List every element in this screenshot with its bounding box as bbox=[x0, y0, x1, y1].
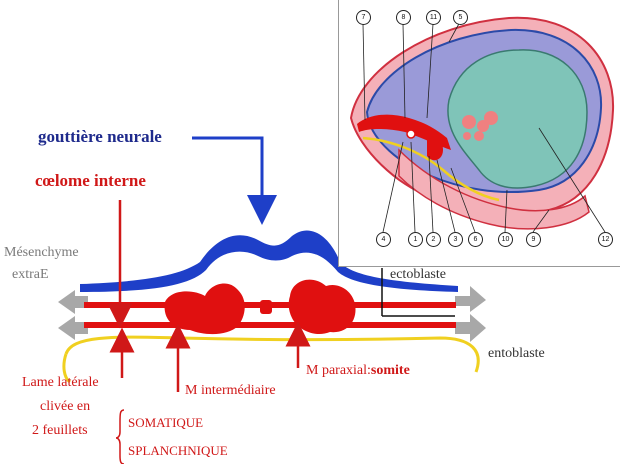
feuillets-brace bbox=[115, 409, 125, 464]
ectoderm-layer bbox=[80, 230, 458, 292]
clivee-label: clivée en bbox=[40, 399, 91, 414]
coelome-interne-label: cœlome interne bbox=[35, 171, 146, 190]
paraxial-mesoderm-right bbox=[288, 279, 356, 335]
lateral-plate-splanchnic bbox=[84, 322, 456, 328]
callout-1: 1 bbox=[408, 232, 423, 247]
callout-3: 3 bbox=[448, 232, 463, 247]
splanchnique-label: SPLANCHNIQUE bbox=[128, 443, 228, 458]
m-intermediaire-label: M intermédiaire bbox=[185, 383, 276, 398]
gouttiere-neurale-label: gouttière neurale bbox=[38, 127, 162, 146]
extraembryonic-arrows bbox=[58, 286, 486, 342]
callout-9: 9 bbox=[526, 232, 541, 247]
mesenchyme-label-2: extraE bbox=[12, 267, 49, 282]
callout-2: 2 bbox=[426, 232, 441, 247]
ectoblaste-label: ectoblaste bbox=[390, 267, 446, 282]
mesenchyme-label-1: Mésenchyme bbox=[4, 245, 79, 260]
feuillets-label: 2 feuillets bbox=[32, 423, 88, 438]
notochord bbox=[260, 300, 272, 314]
entoblaste-label: entoblaste bbox=[488, 346, 545, 361]
callout-6: 6 bbox=[468, 232, 483, 247]
intermediate-mesoderm-left bbox=[164, 283, 245, 335]
callout-10: 10 bbox=[498, 232, 513, 247]
callout-lines bbox=[362, 19, 606, 233]
gouttiere-arrow bbox=[192, 136, 277, 225]
yolk-sac-shape bbox=[447, 49, 588, 189]
callout-5: 5 bbox=[453, 10, 468, 25]
callout-12: 12 bbox=[598, 232, 613, 247]
embryo-3d-inset: 7 8 11 5 4 1 2 3 6 10 9 12 bbox=[338, 0, 620, 267]
callout-11: 11 bbox=[426, 10, 441, 25]
somite-blobs bbox=[462, 111, 498, 141]
callout-7: 7 bbox=[356, 10, 371, 25]
embryo-mesoderm-strip bbox=[357, 114, 451, 150]
somatique-label: SOMATIQUE bbox=[128, 415, 204, 430]
m-paraxial-label: M paraxial:somite bbox=[306, 364, 410, 378]
callout-8: 8 bbox=[396, 10, 411, 25]
inset-notochord bbox=[427, 137, 443, 161]
callout-4: 4 bbox=[376, 232, 391, 247]
somite-text: somite bbox=[370, 363, 410, 378]
endoderm-layer bbox=[64, 335, 480, 373]
lame-laterale-label: Lame latérale bbox=[22, 375, 99, 390]
inset-illustration bbox=[349, 16, 615, 233]
m-paraxial-text: M paraxial: bbox=[306, 363, 371, 378]
inset-endoderm bbox=[362, 136, 500, 202]
